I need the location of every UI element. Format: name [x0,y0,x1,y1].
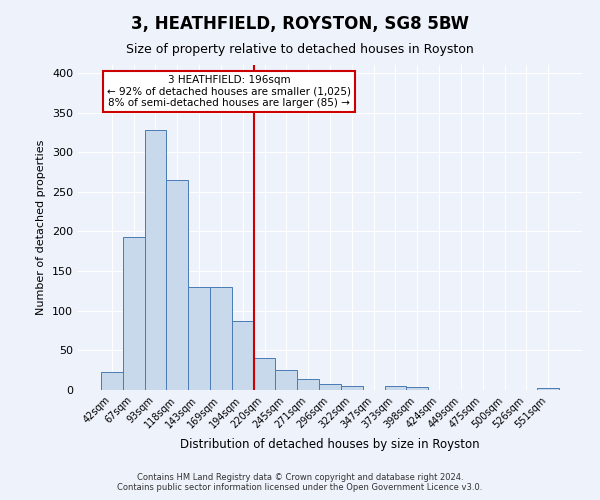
X-axis label: Distribution of detached houses by size in Royston: Distribution of detached houses by size … [180,438,480,451]
Bar [166,180,188,390]
Bar [341,386,363,390]
Bar [297,379,319,390]
Text: Contains HM Land Registry data © Crown copyright and database right 2024.
Contai: Contains HM Land Registry data © Crown c… [118,473,482,492]
Bar [275,370,297,390]
Bar [406,387,428,390]
Bar [101,372,123,390]
Bar [254,358,275,390]
Bar [319,384,341,390]
Text: 3 HEATHFIELD: 196sqm
← 92% of detached houses are smaller (1,025)
8% of semi-det: 3 HEATHFIELD: 196sqm ← 92% of detached h… [107,74,351,108]
Bar [232,321,254,390]
Bar [537,388,559,390]
Text: Size of property relative to detached houses in Royston: Size of property relative to detached ho… [126,42,474,56]
Y-axis label: Number of detached properties: Number of detached properties [37,140,46,315]
Bar [123,237,145,390]
Bar [385,386,406,390]
Bar [210,287,232,390]
Bar [145,130,166,390]
Bar [188,287,210,390]
Text: 3, HEATHFIELD, ROYSTON, SG8 5BW: 3, HEATHFIELD, ROYSTON, SG8 5BW [131,15,469,33]
